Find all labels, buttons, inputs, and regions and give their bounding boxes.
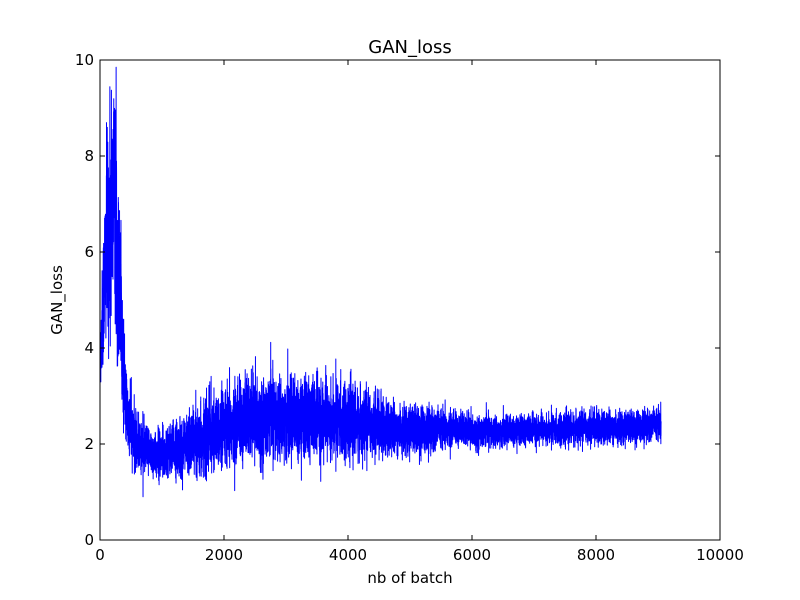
chart-title: GAN_loss [368, 37, 452, 58]
x-tick-label: 2000 [205, 546, 243, 564]
y-tick-label: 10 [75, 51, 94, 69]
x-tick-label: 6000 [453, 546, 491, 564]
x-tick-label: 4000 [329, 546, 367, 564]
y-tick-label: 2 [84, 435, 94, 453]
plot-frame [99, 59, 721, 541]
x-tick-label: 10000 [696, 546, 744, 564]
series-line-gan-loss [100, 66, 662, 498]
y-tick-label: 0 [84, 531, 94, 549]
y-tick-label: 4 [84, 339, 94, 357]
y-tick-label: 6 [84, 243, 94, 261]
y-axis-label: GAN_loss [48, 265, 67, 335]
y-axis: 0 2 4 6 8 10 [75, 51, 720, 549]
y-tick-label: 8 [84, 147, 94, 165]
x-tick-label: 0 [95, 546, 105, 564]
x-tick-label: 8000 [577, 546, 615, 564]
x-axis: 0 2000 4000 6000 8000 10000 [95, 60, 744, 564]
x-axis-label: nb of batch [367, 569, 452, 587]
